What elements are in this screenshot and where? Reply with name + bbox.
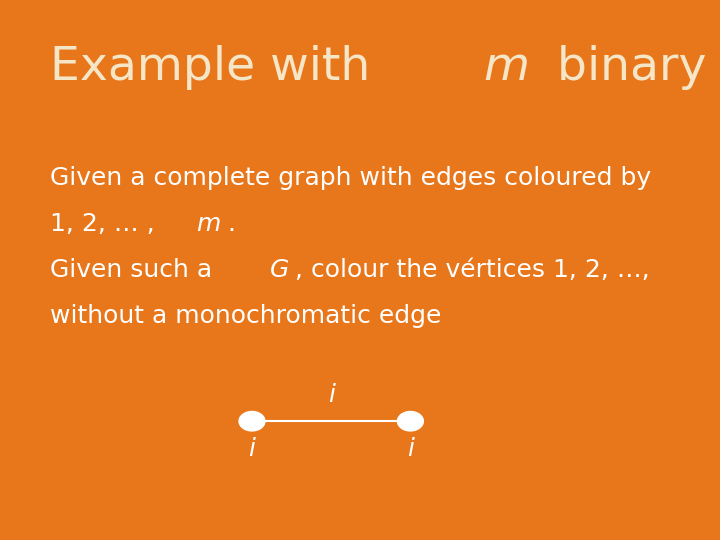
Text: 1, 2, … ,: 1, 2, … , [50, 212, 163, 236]
Text: m: m [196, 212, 220, 236]
Text: i: i [407, 437, 414, 461]
Text: binary relations: binary relations [542, 45, 720, 90]
Text: i: i [328, 383, 335, 407]
Text: Example with: Example with [50, 45, 386, 90]
Text: i: i [248, 437, 256, 461]
Circle shape [239, 411, 265, 431]
Text: without a monochromatic edge: without a monochromatic edge [50, 304, 442, 328]
Text: , colour the vértices 1, 2, …,: , colour the vértices 1, 2, …, [295, 258, 657, 282]
Text: m: m [483, 45, 529, 90]
Text: G: G [270, 258, 289, 282]
Text: .: . [228, 212, 235, 236]
Circle shape [397, 411, 423, 431]
Text: Given such a: Given such a [50, 258, 220, 282]
Text: Given a complete graph with edges coloured by: Given a complete graph with edges colour… [50, 166, 652, 190]
